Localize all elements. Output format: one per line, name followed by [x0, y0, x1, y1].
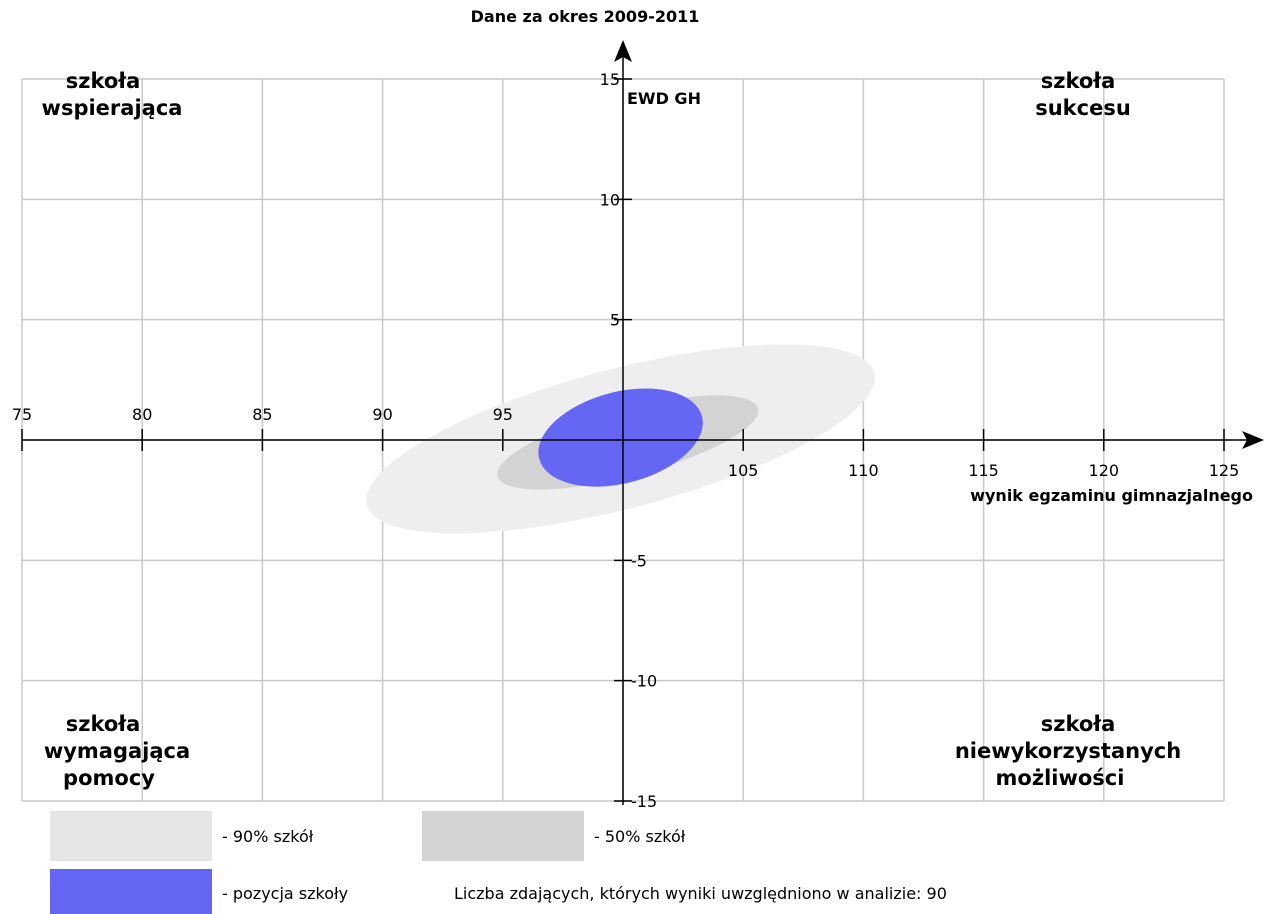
chart-title: Dane za okres 2009-2011: [471, 7, 700, 26]
x-tick-label-105: 105: [728, 461, 759, 480]
y-tick-label-15: 15: [600, 70, 620, 89]
svg-text:wspierająca: wspierająca: [42, 96, 183, 120]
x-tick-label-85: 85: [252, 405, 272, 424]
y-axis-arrow: [614, 40, 632, 62]
legend-swatch-90: [50, 811, 212, 861]
svg-text:pomocy: pomocy: [63, 766, 155, 790]
legend-swatch-school: [50, 869, 212, 914]
svg-text:szkoła: szkoła: [66, 69, 141, 93]
x-tick-label-110: 110: [848, 461, 879, 480]
legend: - 90% szkół - 50% szkół - pozycja szkoły…: [50, 811, 947, 914]
quadrant-bottom-left-label: szkoła wymagająca pomocy: [44, 712, 190, 790]
y-axis-label: EWD GH: [627, 89, 701, 108]
axes: [21, 40, 1264, 805]
legend-label-50: - 50% szkół: [594, 827, 686, 846]
y-tick-label--10: -10: [631, 672, 657, 691]
svg-text:niewykorzystanych: niewykorzystanych: [955, 739, 1181, 763]
x-tick-label-95: 95: [493, 405, 513, 424]
svg-text:możliwości: możliwości: [996, 766, 1125, 790]
x-tick-label-115: 115: [968, 461, 999, 480]
legend-swatch-50: [422, 811, 584, 861]
x-tick-label-75: 75: [12, 405, 32, 424]
y-tick-label--15: -15: [631, 792, 657, 811]
svg-text:szkoła: szkoła: [66, 712, 141, 736]
x-tick-label-125: 125: [1209, 461, 1240, 480]
legend-note: Liczba zdających, których wyniki uwzględ…: [454, 884, 947, 903]
svg-text:szkoła: szkoła: [1041, 69, 1116, 93]
quadrant-top-right-label: szkoła sukcesu: [1035, 69, 1131, 120]
legend-label-90: - 90% szkół: [222, 827, 314, 846]
x-axis-arrow: [1242, 431, 1264, 449]
x-tick-label-90: 90: [372, 405, 392, 424]
x-tick-label-120: 120: [1089, 461, 1120, 480]
ellipse-2: [538, 388, 703, 487]
svg-text:sukcesu: sukcesu: [1035, 96, 1131, 120]
svg-text:wymagająca: wymagająca: [44, 739, 190, 763]
legend-label-school: - pozycja szkoły: [222, 884, 348, 903]
x-axis-label: wynik egzaminu gimnazjalnego: [970, 486, 1253, 505]
svg-text:szkoła: szkoła: [1041, 712, 1116, 736]
y-tick-label-10: 10: [600, 190, 620, 209]
y-tick-label-5: 5: [610, 311, 620, 330]
ellipses: [366, 344, 875, 534]
quadrant-top-left-label: szkoła wspierająca: [42, 69, 183, 120]
quadrant-bottom-right-label: szkoła niewykorzystanych możliwości: [955, 712, 1181, 790]
x-tick-label-80: 80: [132, 405, 152, 424]
y-tick-label--5: -5: [631, 551, 647, 570]
